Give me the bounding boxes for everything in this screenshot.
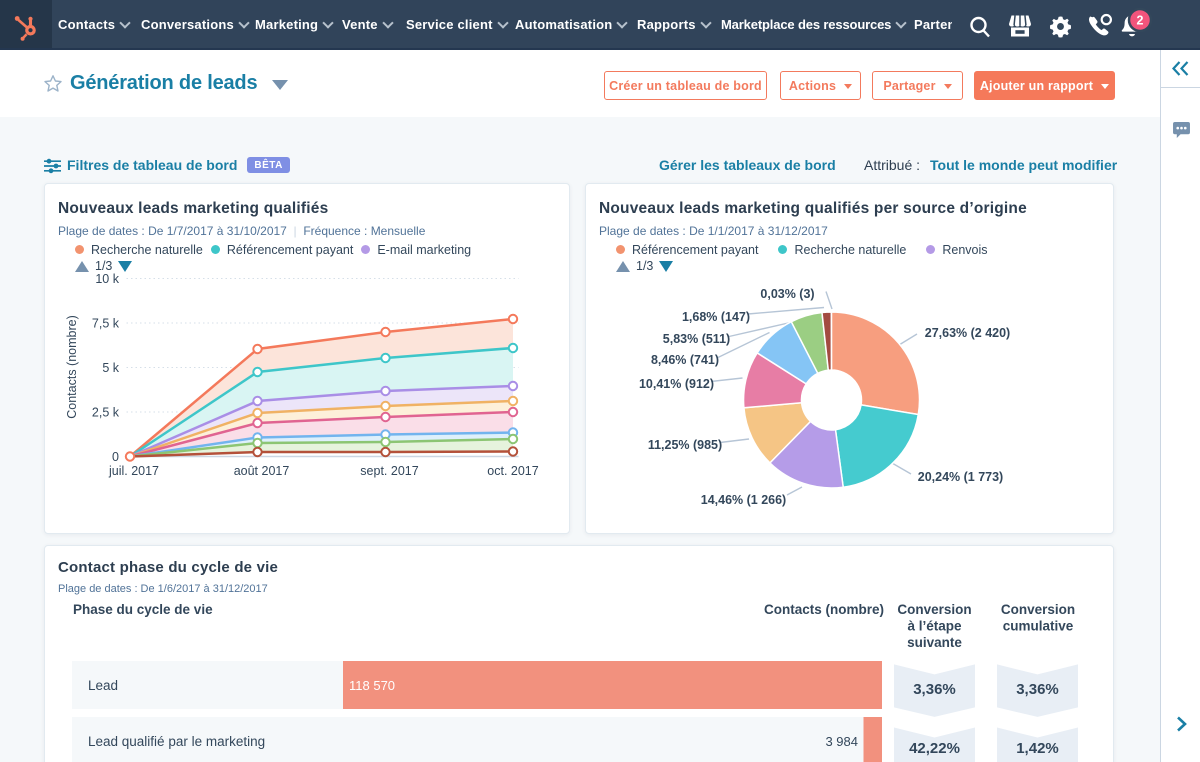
svg-text:Lead qualifié par le marketing: Lead qualifié par le marketing bbox=[88, 734, 265, 749]
svg-text:à l’étape: à l’étape bbox=[907, 619, 962, 634]
svg-text:7,5 k: 7,5 k bbox=[92, 317, 120, 331]
svg-text:1,68% (147): 1,68% (147) bbox=[682, 310, 750, 324]
svg-text:5,83% (511): 5,83% (511) bbox=[663, 332, 730, 346]
svg-text:118 570: 118 570 bbox=[349, 678, 395, 693]
svg-text:Conversion: Conversion bbox=[1001, 602, 1075, 617]
svg-text:cumulative: cumulative bbox=[1003, 619, 1074, 634]
svg-text:Contacts (nombre): Contacts (nombre) bbox=[65, 315, 79, 419]
svg-text:août 2017: août 2017 bbox=[234, 464, 290, 478]
svg-text:5 k: 5 k bbox=[102, 361, 119, 375]
svg-text:3 984: 3 984 bbox=[825, 734, 858, 749]
svg-text:8,46% (741): 8,46% (741) bbox=[651, 353, 719, 367]
svg-text:Phase du cycle de vie: Phase du cycle de vie bbox=[73, 602, 213, 617]
svg-text:1,42%: 1,42% bbox=[1016, 740, 1059, 757]
svg-text:20,24% (1 773): 20,24% (1 773) bbox=[918, 470, 1003, 484]
svg-text:Contacts (nombre): Contacts (nombre) bbox=[764, 602, 884, 617]
svg-text:3,36%: 3,36% bbox=[913, 681, 956, 698]
svg-text:10 k: 10 k bbox=[95, 272, 119, 286]
svg-text:Lead: Lead bbox=[88, 678, 118, 693]
svg-text:3,36%: 3,36% bbox=[1016, 681, 1059, 698]
svg-text:27,63% (2 420): 27,63% (2 420) bbox=[925, 326, 1010, 340]
svg-text:2,5 k: 2,5 k bbox=[92, 406, 120, 420]
svg-text:0,03% (3): 0,03% (3) bbox=[760, 287, 814, 301]
svg-text:14,46% (1 266): 14,46% (1 266) bbox=[701, 493, 786, 507]
svg-text:0: 0 bbox=[112, 450, 119, 464]
svg-text:42,22%: 42,22% bbox=[909, 740, 960, 757]
svg-text:juil. 2017: juil. 2017 bbox=[108, 464, 159, 478]
svg-text:11,25% (985): 11,25% (985) bbox=[648, 438, 722, 452]
svg-text:Conversion: Conversion bbox=[897, 602, 971, 617]
svg-text:suivante: suivante bbox=[907, 635, 962, 650]
svg-text:oct. 2017: oct. 2017 bbox=[487, 464, 538, 478]
svg-text:sept. 2017: sept. 2017 bbox=[360, 464, 418, 478]
svg-text:2: 2 bbox=[1137, 14, 1144, 28]
svg-text:10,41% (912): 10,41% (912) bbox=[639, 377, 714, 391]
